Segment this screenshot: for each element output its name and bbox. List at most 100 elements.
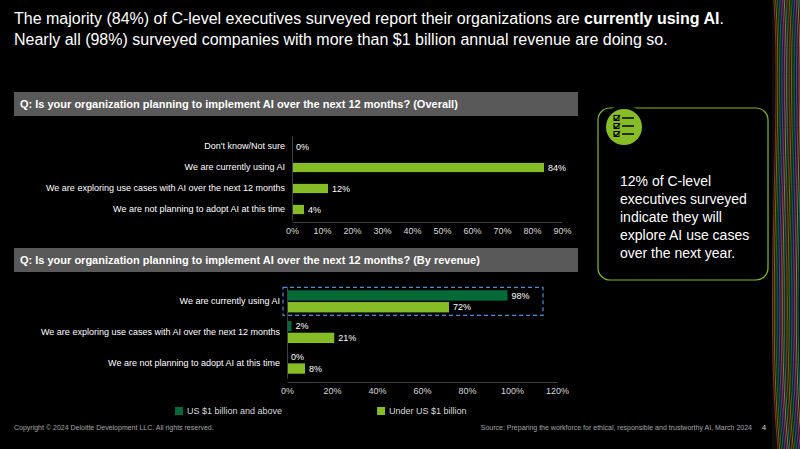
y-tick: We are exploring use cases with AI over … bbox=[41, 327, 287, 337]
chart-panel: Q: Is your organization planning to impl… bbox=[14, 92, 578, 236]
decoration-line bbox=[798, 0, 800, 449]
icon-line bbox=[622, 125, 634, 127]
category-label: We are currently using AI bbox=[185, 162, 285, 172]
category-label: We are not planning to adopt AI at this … bbox=[113, 204, 285, 214]
data-label: 2% bbox=[296, 321, 309, 331]
question-header-bar bbox=[14, 92, 578, 116]
icon-box bbox=[614, 116, 619, 121]
background bbox=[0, 0, 800, 449]
x-tick: 0% bbox=[281, 382, 294, 396]
question-header-bar bbox=[14, 248, 578, 272]
x-tick: 10% bbox=[313, 222, 331, 236]
x-tick: 50% bbox=[433, 222, 451, 236]
bar bbox=[287, 333, 334, 343]
data-labels: 0%84%12%4% bbox=[296, 142, 566, 215]
x-axis: 0% 20% 40% 60% 80% 100% 120% bbox=[281, 382, 569, 396]
x-tick: 70% bbox=[493, 222, 511, 236]
category-label: Don't know/Not sure bbox=[204, 141, 285, 151]
icon-box bbox=[614, 132, 619, 137]
category-label: We are exploring use cases with AI over … bbox=[41, 327, 280, 337]
question-header: Q: Is your organization planning to impl… bbox=[20, 98, 458, 110]
x-tick: 60% bbox=[413, 382, 431, 396]
title-segment: . bbox=[719, 10, 723, 27]
data-label: 21% bbox=[338, 333, 356, 343]
x-tick-label: 30% bbox=[373, 226, 391, 236]
icon-circle bbox=[606, 109, 642, 145]
x-tick-label: 60% bbox=[463, 226, 481, 236]
chart-container: The majority (84%) of C-level executives… bbox=[0, 0, 800, 449]
x-tick-label: 70% bbox=[493, 226, 511, 236]
x-tick: 80% bbox=[523, 222, 541, 236]
callout-line: explore AI use cases bbox=[620, 227, 749, 243]
y-tick: Don't know/Not sure bbox=[204, 141, 292, 151]
data-label: 12% bbox=[332, 184, 350, 194]
icon-check bbox=[614, 131, 620, 136]
copyright: Copyright © 2024 Deloitte Development LL… bbox=[14, 424, 214, 432]
category-label: We are currently using AI bbox=[180, 296, 280, 306]
x-tick: 40% bbox=[368, 382, 386, 396]
x-tick-label: 0% bbox=[281, 386, 294, 396]
bar bbox=[292, 184, 328, 193]
icon-check bbox=[614, 115, 620, 120]
x-axis-line bbox=[293, 222, 563, 223]
question-header: Q: Is your organization planning to impl… bbox=[20, 254, 480, 266]
callout-text: 12% of C-levelexecutives surveyedindicat… bbox=[620, 173, 749, 261]
y-tick: We are exploring use cases with AI over … bbox=[46, 183, 292, 193]
data-label: 0% bbox=[291, 352, 304, 362]
x-tick-label: 80% bbox=[523, 226, 541, 236]
legend-item: US $1 billion and above bbox=[175, 406, 282, 416]
callout: 12% of C-levelexecutives surveyedindicat… bbox=[598, 105, 768, 280]
legend-label: US $1 billion and above bbox=[187, 406, 282, 416]
highlight-frame bbox=[283, 287, 543, 315]
slide-title-line: The majority (84%) of C-level executives… bbox=[14, 10, 724, 27]
callout-line: 12% of C-level bbox=[620, 173, 711, 189]
icon-check bbox=[614, 123, 620, 128]
bar bbox=[287, 302, 449, 312]
x-tick-label: 50% bbox=[433, 226, 451, 236]
title-segment: Nearly all (98%) surveyed companies with… bbox=[14, 31, 668, 48]
x-tick: 20% bbox=[323, 382, 341, 396]
y-axis-line bbox=[292, 137, 293, 221]
legend-item: Under US $1 billion bbox=[377, 406, 467, 416]
legend: US $1 billion and above Under US $1 billi… bbox=[175, 406, 467, 416]
x-tick-label: 120% bbox=[546, 386, 569, 396]
x-tick-label: 40% bbox=[403, 226, 421, 236]
decoration-strip bbox=[772, 0, 800, 449]
callout-frame bbox=[598, 108, 768, 280]
legend-swatch bbox=[175, 407, 183, 415]
x-tick-label: 40% bbox=[368, 386, 386, 396]
icon-line bbox=[622, 117, 634, 119]
x-tick-label: 20% bbox=[323, 386, 341, 396]
data-label: 84% bbox=[548, 163, 566, 173]
title-segment: The majority (84%) of C-level executives… bbox=[14, 10, 584, 27]
category-label: We are exploring use cases with AI over … bbox=[46, 183, 285, 193]
decoration-ground bbox=[772, 0, 800, 449]
x-tick: 80% bbox=[458, 382, 476, 396]
callout-line: executives surveyed bbox=[620, 191, 747, 207]
y-axis: Don't know/Not sure We are currently usin… bbox=[46, 137, 292, 221]
bars bbox=[287, 290, 508, 373]
x-tick: 100% bbox=[501, 382, 524, 396]
x-tick: 90% bbox=[553, 222, 571, 236]
x-tick-label: 100% bbox=[501, 386, 524, 396]
slide-title-line: Nearly all (98%) surveyed companies with… bbox=[14, 31, 668, 48]
x-tick-label: 90% bbox=[553, 226, 571, 236]
icon-line bbox=[622, 133, 634, 135]
y-tick: We are currently using AI bbox=[180, 296, 287, 306]
x-tick: 60% bbox=[463, 222, 481, 236]
x-tick-label: 20% bbox=[343, 226, 361, 236]
chart-panel: Q: Is your organization planning to impl… bbox=[14, 248, 578, 416]
y-axis-line bbox=[287, 287, 288, 379]
icon-ring bbox=[602, 105, 646, 149]
bar bbox=[292, 205, 304, 214]
category-label: We are not planning to adopt AI at this … bbox=[108, 358, 280, 368]
slide: The majority (84%) of C-level executives… bbox=[0, 0, 800, 449]
icon-box bbox=[614, 124, 619, 129]
data-label: 98% bbox=[512, 291, 530, 301]
source-note: Source: Preparing the workforce for ethi… bbox=[481, 424, 752, 432]
x-tick: 120% bbox=[546, 382, 569, 396]
bars bbox=[292, 163, 544, 214]
x-tick-label: 0% bbox=[286, 226, 299, 236]
data-labels: 98%2%0%72%21%8% bbox=[291, 291, 530, 374]
x-tick-label: 10% bbox=[313, 226, 331, 236]
